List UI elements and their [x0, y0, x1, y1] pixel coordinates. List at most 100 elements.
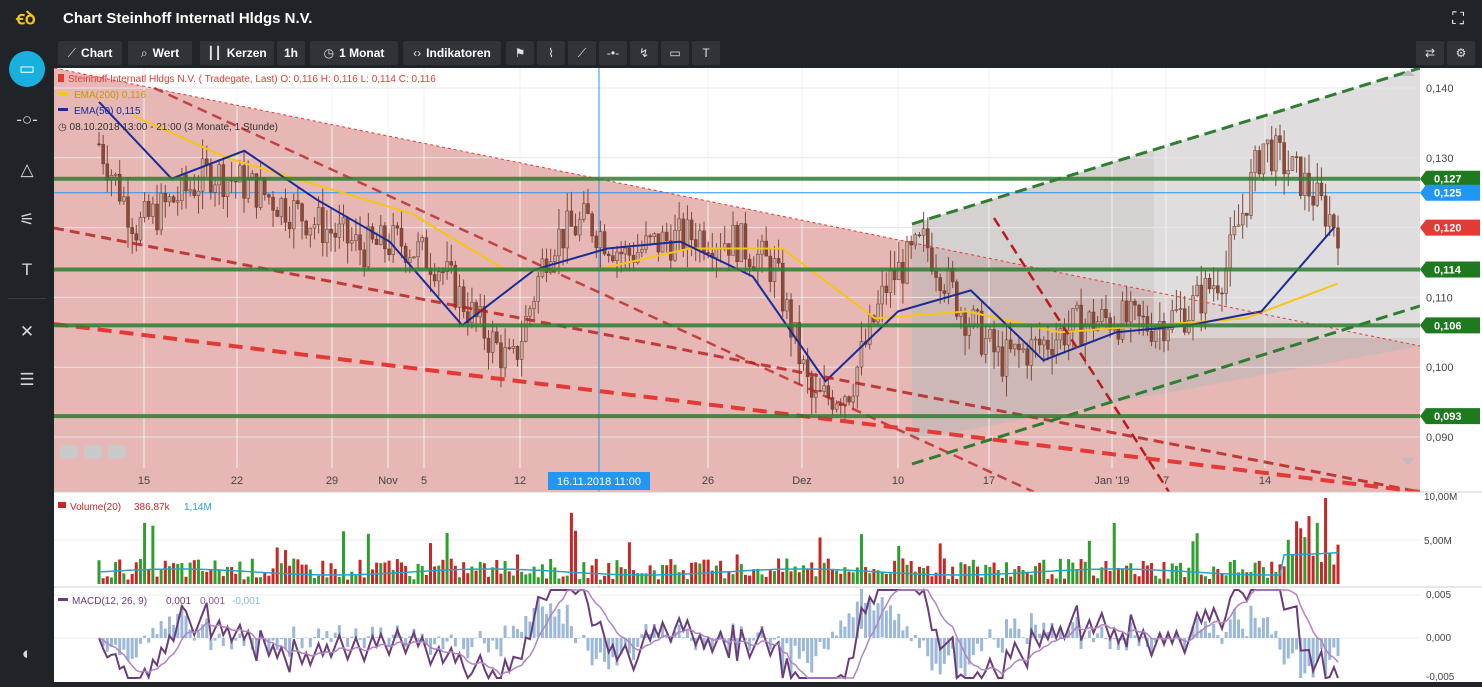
candle-body: [267, 195, 270, 198]
volume-bar: [450, 559, 453, 584]
macd-histogram-bar: [785, 638, 788, 643]
path-tool-button[interactable]: ↯: [630, 41, 658, 65]
chart-svg[interactable]: Steinhoff Internatl Hldgs N.V. ( Tradega…: [54, 68, 1482, 682]
chart-type-button[interactable]: ⟋Chart: [58, 41, 122, 65]
macd-histogram-bar: [454, 638, 457, 647]
value-label: Wert: [153, 46, 179, 60]
volume-bar: [574, 531, 577, 584]
candle-body: [1179, 309, 1182, 310]
candle-body: [595, 236, 598, 248]
volume-bar: [189, 563, 192, 584]
candles-button[interactable]: ┃┃Kerzen: [200, 41, 274, 65]
volume-bar: [557, 578, 560, 584]
volume-bar: [566, 576, 569, 584]
time-tick-label: 12: [514, 475, 526, 487]
candle-body: [644, 236, 647, 249]
chart-area[interactable]: Steinhoff Internatl Hldgs N.V. ( Tradega…: [54, 68, 1482, 682]
candle-body: [528, 309, 531, 317]
candle-body: [1233, 226, 1236, 234]
candle-body: [160, 193, 163, 230]
macd-histogram-bar: [317, 629, 320, 638]
volume-bar: [259, 577, 262, 584]
volume-bar: [425, 575, 428, 584]
volume-bar: [686, 579, 689, 584]
volume-bar: [777, 558, 780, 584]
rect-tool-button[interactable]: ▭: [661, 41, 689, 65]
download-button[interactable]: [84, 445, 102, 459]
candle-body: [533, 301, 536, 308]
trendline-tool-button[interactable]: ⟋: [568, 41, 596, 65]
candle-body: [1017, 344, 1020, 350]
candle-body: [139, 218, 142, 241]
volume-bar: [1154, 576, 1157, 584]
candle-body: [1278, 136, 1281, 143]
interval-button[interactable]: 1h: [277, 41, 305, 65]
macd-value3: -0,001: [232, 596, 261, 607]
candle-body: [151, 204, 154, 217]
compare-button[interactable]: ⇄: [1416, 41, 1444, 65]
drawing-tools-icon[interactable]: ⚟: [7, 202, 47, 238]
candle-body: [499, 343, 502, 368]
candle-body: [1183, 309, 1186, 333]
candle-body: [553, 256, 556, 262]
macd-histogram-bar: [943, 638, 946, 664]
volume-bar: [1241, 569, 1244, 584]
collapse-button[interactable]: [60, 445, 78, 459]
pane-controls[interactable]: [60, 445, 126, 459]
volume-bar: [1183, 577, 1186, 584]
candle-body: [504, 348, 507, 368]
legend-ema200-swatch: [58, 92, 68, 95]
horizontal-line-icon[interactable]: -○-: [7, 102, 47, 138]
volume-bar: [392, 570, 395, 584]
bookmark-tool-button[interactable]: ⚑: [506, 41, 534, 65]
triangle-icon[interactable]: △: [7, 152, 47, 188]
volume-bar: [947, 579, 950, 584]
macd-histogram-bar: [1096, 633, 1099, 638]
candle-body: [156, 204, 159, 230]
candle-body: [835, 404, 838, 409]
volume-bar: [545, 578, 548, 584]
volume-bar: [226, 567, 229, 584]
candle-body: [325, 229, 328, 243]
macd-histogram-bar: [1283, 638, 1286, 665]
volume-bar: [1187, 568, 1190, 584]
macd-histogram-bar: [437, 637, 440, 638]
hline-tool-button[interactable]: -•-: [599, 41, 627, 65]
macd-tick-top: 0,005: [1426, 590, 1451, 601]
candle-body: [1204, 278, 1207, 313]
settings-button[interactable]: ⚙: [1447, 41, 1475, 65]
volume-bar: [499, 574, 502, 584]
indicators-button[interactable]: ‹›Indikatoren: [403, 41, 501, 65]
macd-histogram-bar: [574, 638, 577, 643]
price-tick-label: 0,140: [1426, 83, 1454, 95]
candle-body: [400, 228, 403, 246]
candles-icon: ┃┃: [207, 46, 221, 60]
text-tool-button[interactable]: T: [692, 41, 720, 65]
candle-body: [744, 224, 747, 259]
time-tick-label: 15: [138, 475, 150, 487]
macd-histogram-bar: [516, 629, 519, 638]
value-button[interactable]: ⌕Wert: [128, 41, 192, 65]
chart-icon[interactable]: ▭: [9, 51, 45, 87]
macd-histogram-bar: [363, 638, 366, 648]
candle-body: [193, 190, 196, 196]
candle-body: [748, 259, 751, 267]
fullscreen-icon[interactable]: ⛶: [1452, 9, 1464, 29]
volume-bar: [889, 574, 892, 584]
list-button[interactable]: [108, 445, 126, 459]
list-icon[interactable]: ☰: [7, 362, 47, 398]
volume-bar: [1216, 569, 1219, 584]
settings-tools-icon[interactable]: ✕: [7, 314, 47, 350]
volume-bar: [1088, 541, 1091, 584]
macd-histogram-bar: [330, 638, 333, 642]
volume-bar: [537, 577, 540, 584]
candle-body: [1121, 301, 1124, 339]
macd-histogram-bar: [1009, 628, 1012, 638]
volume-bar: [122, 573, 125, 584]
text-icon[interactable]: T: [7, 252, 47, 288]
range-button[interactable]: ◷1 Monat: [310, 41, 398, 65]
contrast-icon[interactable]: ◐: [7, 636, 47, 672]
candle-body: [649, 236, 652, 237]
wave-tool-button[interactable]: ⌇: [537, 41, 565, 65]
line-chart-icon: ⟋: [68, 46, 76, 61]
